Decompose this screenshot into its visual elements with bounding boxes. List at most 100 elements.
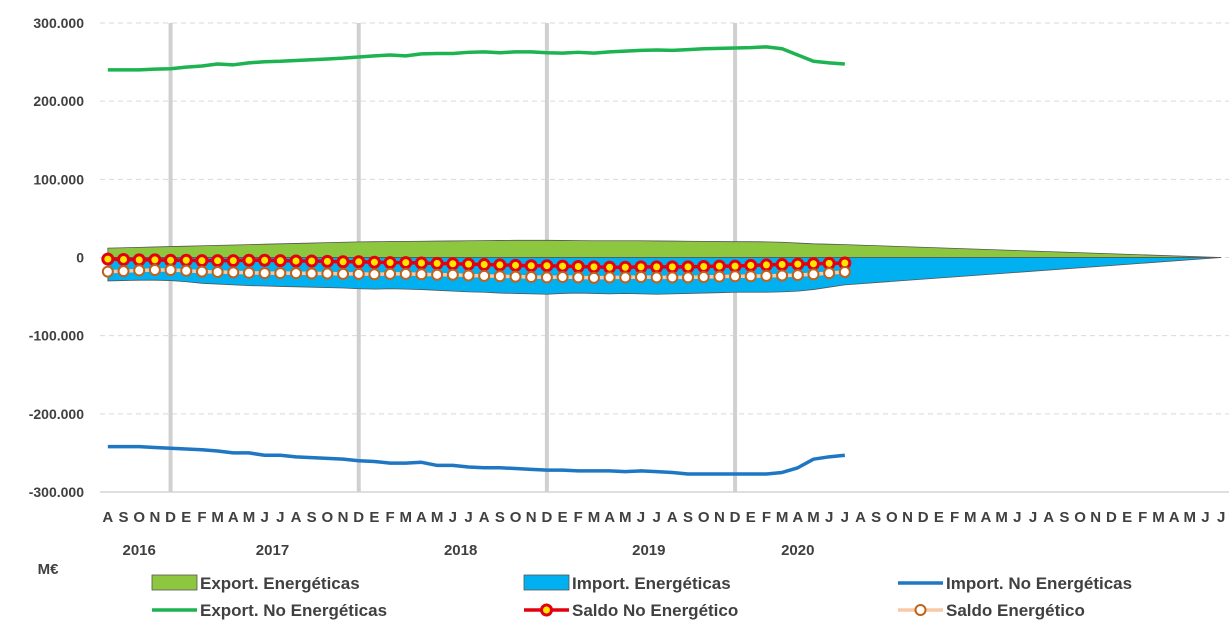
marker-saldo-energ-tico — [399, 267, 412, 280]
marker-saldo-no-energ-tico — [587, 260, 601, 274]
x-tick-label: J — [1013, 509, 1021, 526]
marker-saldo-energ-tico — [290, 267, 303, 280]
x-tick-label: E — [1122, 509, 1132, 526]
x-tick-label: D — [1106, 509, 1117, 526]
marker-saldo-energ-tico — [352, 267, 365, 280]
x-tick-label: M — [995, 509, 1008, 526]
marker-saldo-no-energ-tico — [461, 257, 475, 271]
x-tick-label: O — [510, 509, 522, 526]
series-markers — [101, 252, 852, 284]
marker-saldo-no-energ-tico — [179, 253, 193, 267]
marker-saldo-no-energ-tico — [759, 258, 773, 272]
marker-saldo-energ-tico — [540, 271, 553, 284]
marker-saldo-no-energ-tico — [195, 254, 209, 268]
x-tick-label: M — [1152, 509, 1165, 526]
x-tick-label: N — [1090, 509, 1101, 526]
marker-saldo-energ-tico — [462, 269, 475, 282]
x-tick-label: M — [588, 509, 601, 526]
x-tick-label: J — [1201, 509, 1209, 526]
x-tick-label: J — [1029, 509, 1037, 526]
marker-saldo-energ-tico — [133, 264, 146, 277]
marker-saldo-no-energ-tico — [618, 260, 632, 274]
marker-saldo-energ-tico — [556, 271, 569, 284]
marker-saldo-energ-tico — [258, 267, 271, 280]
x-tick-label: J — [464, 509, 472, 526]
marker-saldo-energ-tico — [838, 265, 851, 278]
marker-saldo-energ-tico — [227, 266, 240, 279]
x-tick-label: A — [479, 509, 490, 526]
x-tick-label: S — [683, 509, 693, 526]
marker-saldo-no-energ-tico — [148, 253, 162, 267]
x-tick-label: J — [260, 509, 268, 526]
marker-saldo-no-energ-tico — [367, 255, 381, 269]
marker-saldo-no-energ-tico — [226, 254, 240, 268]
marker-saldo-energ-tico — [431, 268, 444, 281]
marker-saldo-energ-tico — [807, 268, 820, 281]
marker-saldo-energ-tico — [713, 270, 726, 283]
marker-saldo-energ-tico — [211, 265, 224, 278]
x-tick-label: M — [964, 509, 977, 526]
x-tick-label: A — [1043, 509, 1054, 526]
legend-marker — [914, 604, 927, 616]
x-tick-label: D — [541, 509, 552, 526]
x-tick-label: E — [746, 509, 756, 526]
legend-marker — [540, 603, 553, 617]
marker-saldo-no-energ-tico — [509, 258, 523, 272]
marker-saldo-no-energ-tico — [211, 254, 225, 268]
marker-saldo-energ-tico — [823, 267, 836, 280]
x-tick-label: M — [431, 509, 444, 526]
x-tick-label: J — [276, 509, 284, 526]
year-label: 2017 — [256, 542, 289, 559]
marker-saldo-energ-tico — [117, 265, 130, 278]
marker-saldo-energ-tico — [478, 269, 491, 282]
x-tick-label: F — [762, 509, 771, 526]
year-label: 2019 — [632, 542, 665, 559]
x-tick-label: A — [228, 509, 239, 526]
marker-saldo-no-energ-tico — [665, 260, 679, 274]
x-tick-label: F — [950, 509, 959, 526]
x-tick-label: S — [871, 509, 881, 526]
marker-saldo-energ-tico — [791, 269, 804, 282]
legend-label: Saldo Energético — [946, 601, 1085, 620]
x-tick-label: J — [825, 509, 833, 526]
x-tick-label: A — [792, 509, 803, 526]
marker-saldo-no-energ-tico — [320, 254, 334, 268]
x-tick-label: A — [855, 509, 866, 526]
marker-saldo-no-energ-tico — [336, 255, 350, 269]
legend-item: Export. No Energéticas — [152, 601, 387, 620]
marker-saldo-no-energ-tico — [242, 253, 256, 267]
marker-saldo-no-energ-tico — [540, 259, 554, 273]
y-tick-label: -200.000 — [29, 406, 84, 422]
x-tick-label: M — [776, 509, 789, 526]
x-tick-label: D — [918, 509, 929, 526]
marker-saldo-no-energ-tico — [712, 259, 726, 273]
x-tick-label: J — [1217, 509, 1225, 526]
x-tick-label: J — [841, 509, 849, 526]
marker-saldo-no-energ-tico — [430, 256, 444, 270]
legend-label: Export. Energéticas — [200, 574, 360, 593]
x-tick-label: J — [637, 509, 645, 526]
marker-saldo-energ-tico — [760, 269, 773, 282]
x-tick-label: A — [667, 509, 678, 526]
x-tick-label: M — [400, 509, 413, 526]
legend-label: Saldo No Energético — [572, 601, 738, 620]
legend: Export. Energéticas Import. Energéticas Im… — [151, 574, 1132, 620]
year-label: 2018 — [444, 542, 477, 559]
legend-label: Export. No Energéticas — [200, 601, 387, 620]
marker-saldo-energ-tico — [384, 267, 397, 280]
x-tick-label: A — [291, 509, 302, 526]
legend-item: Saldo Energético — [898, 601, 1085, 620]
marker-saldo-no-energ-tico — [352, 255, 366, 269]
marker-saldo-no-energ-tico — [822, 256, 836, 270]
x-tick-label: S — [119, 509, 129, 526]
line-import-no-energ-ticas — [107, 444, 846, 476]
marker-saldo-energ-tico — [744, 270, 757, 283]
year-label: 2016 — [123, 542, 156, 559]
marker-saldo-energ-tico — [619, 271, 632, 284]
y-tick-label: 100.000 — [33, 171, 84, 187]
x-tick-label: M — [211, 509, 224, 526]
legend-label: Import. No Energéticas — [946, 574, 1132, 593]
marker-saldo-energ-tico — [274, 267, 287, 280]
marker-saldo-energ-tico — [603, 271, 616, 284]
